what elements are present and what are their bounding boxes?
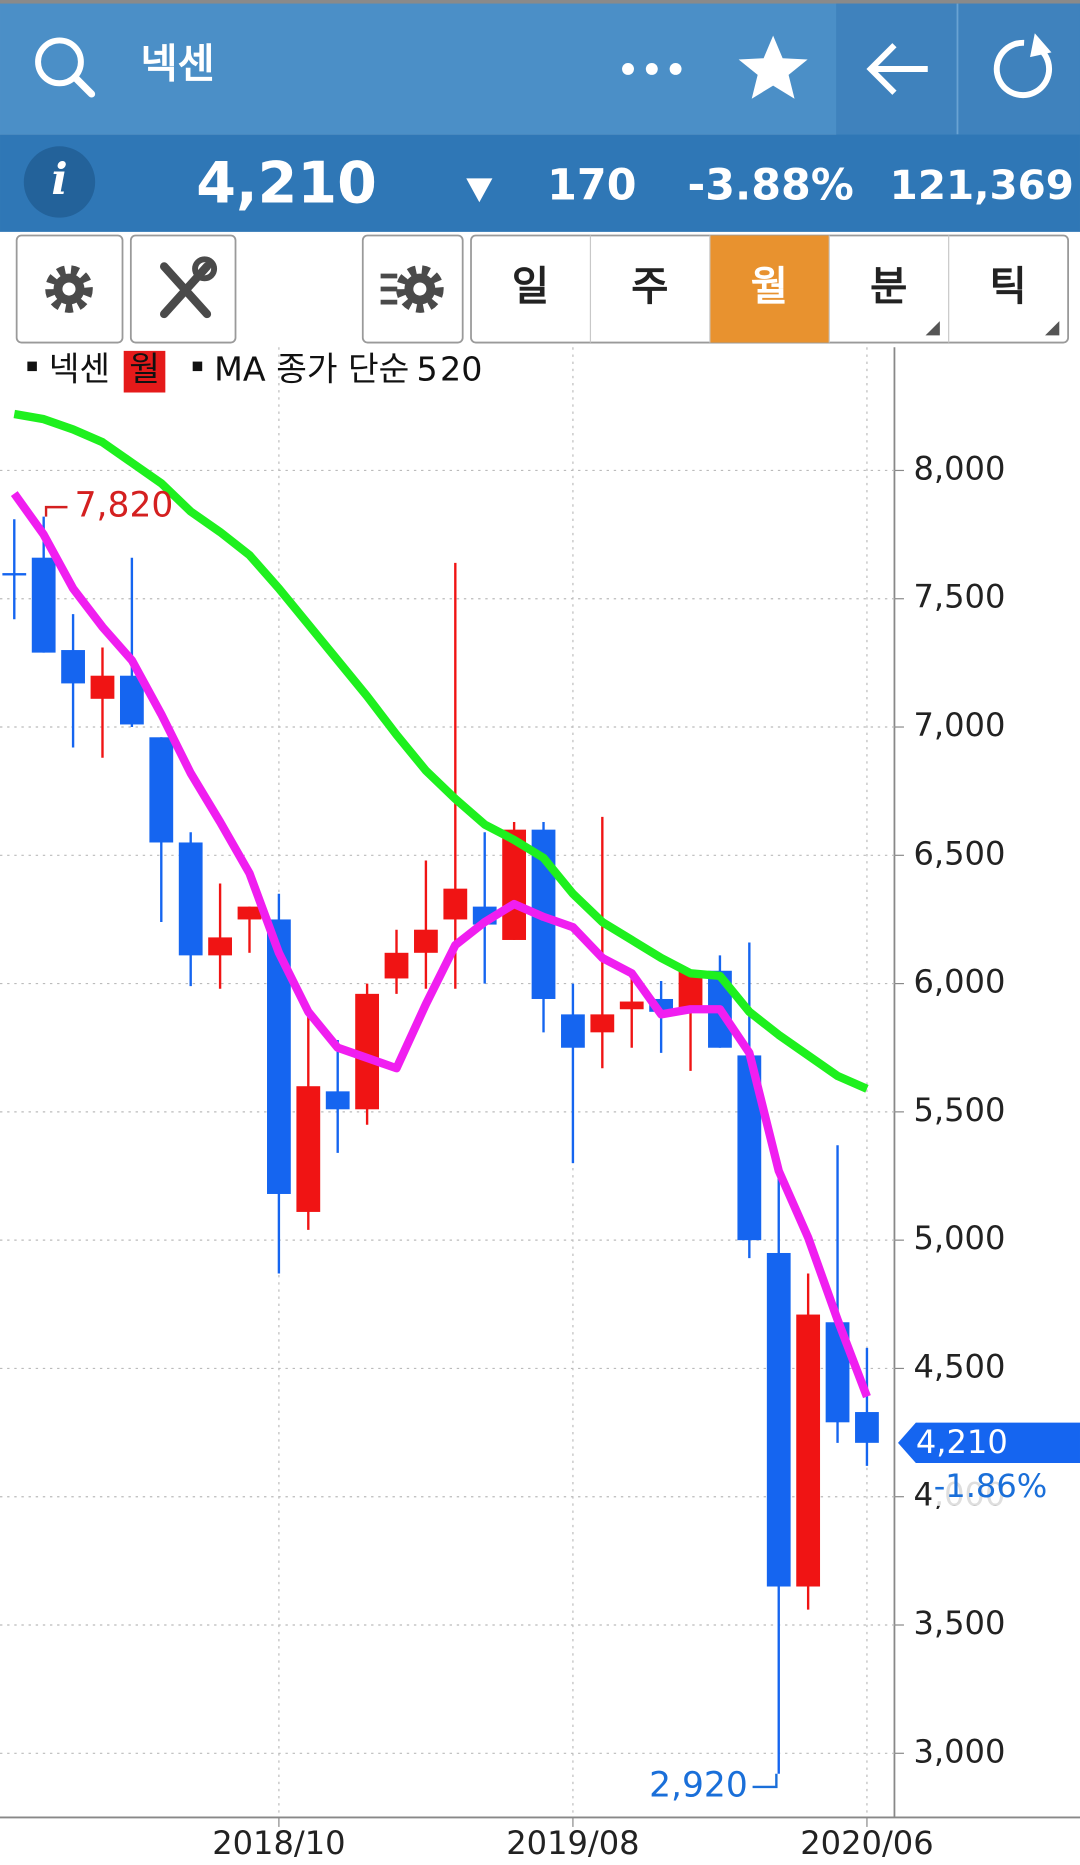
tools-icon <box>192 256 218 282</box>
y-tick-label: 3,000 <box>913 1732 1005 1770</box>
refresh-icon <box>1030 33 1052 58</box>
dot <box>622 63 634 75</box>
y-tick-label: 6,500 <box>913 834 1005 872</box>
candle-body <box>31 557 56 653</box>
quote-bar <box>0 134 1080 232</box>
y-tick-label: 8,000 <box>913 449 1005 487</box>
current-price-tag <box>898 1422 1080 1464</box>
price-change: 170 <box>547 160 636 210</box>
x-tick-label: 2020/06 <box>800 1824 933 1862</box>
candle-body <box>325 1091 350 1110</box>
volume: 121,369 <box>890 161 1074 209</box>
candle-body <box>825 1322 850 1423</box>
refresh-icon <box>993 39 1053 99</box>
candle-body <box>737 1055 762 1241</box>
submenu-corner <box>925 321 940 336</box>
gear-icon <box>396 265 444 313</box>
candle-body <box>355 993 380 1110</box>
info-button[interactable] <box>23 146 96 218</box>
x-tick-label: 2018/10 <box>212 1824 345 1862</box>
submenu-corner <box>1045 321 1060 336</box>
candle-body <box>208 937 232 956</box>
current-change-label: -1.86% <box>934 1467 1048 1505</box>
legend-marker <box>27 361 37 372</box>
candle-body <box>90 675 115 699</box>
down-arrow <box>466 178 493 203</box>
candle-body <box>384 952 409 979</box>
legend-ma: MA 종가 단순 <box>214 350 409 389</box>
y-tick-label: 7,500 <box>913 578 1005 616</box>
price: 4,210 <box>196 150 377 216</box>
y-tick-label: 5,500 <box>913 1091 1005 1129</box>
y-tick-label: 5,000 <box>913 1219 1005 1257</box>
annotation-pointer <box>44 505 68 517</box>
favorite-button[interactable] <box>738 35 808 99</box>
ma-line <box>13 409 869 1093</box>
candle-body <box>237 906 262 920</box>
y-tick-label: 3,500 <box>913 1604 1005 1642</box>
candle-body <box>267 919 291 1194</box>
candle-body <box>414 929 438 953</box>
period-tab[interactable]: 틱 <box>990 262 1027 310</box>
candle-body <box>119 675 144 725</box>
search-icon <box>71 73 96 98</box>
candle-body <box>561 1014 585 1048</box>
y-tick-label: 6,000 <box>913 963 1005 1001</box>
search-button[interactable] <box>35 37 96 98</box>
candle-body <box>766 1252 791 1587</box>
candle-body <box>678 970 703 1012</box>
candle-body <box>2 573 27 576</box>
y-tick-label: 7,000 <box>913 706 1005 744</box>
stock-name: 넥센 <box>140 40 214 88</box>
chart: 3,0003,5004,0004,5005,0005,5006,0006,500… <box>0 347 1080 1862</box>
candle-body <box>855 1412 879 1443</box>
legend-name: 넥센 <box>49 350 110 389</box>
gear-icon <box>62 282 76 296</box>
legend-ma-period: 5 <box>416 350 437 389</box>
ma-line <box>10 491 871 1399</box>
legend-ma-period: 20 <box>440 350 482 389</box>
candle-body <box>796 1314 821 1587</box>
info-label: i <box>51 155 67 205</box>
annotation-label: 2,920 <box>649 1765 748 1805</box>
candle-body <box>178 842 203 956</box>
legend-period: 월 <box>129 350 160 389</box>
annotation-label: 7,820 <box>75 486 174 526</box>
period-tab[interactable]: 주 <box>631 262 668 310</box>
period-tab[interactable]: 분 <box>870 262 907 310</box>
current-price-label: 4,210 <box>916 1423 1008 1461</box>
candle-body <box>619 1001 644 1010</box>
change-label-bg <box>931 1470 1041 1506</box>
candle-body <box>149 737 174 843</box>
status-edge <box>0 0 1080 4</box>
tab-active-bg <box>709 235 830 343</box>
gear-icon <box>413 282 427 296</box>
period-tab[interactable]: 일 <box>512 262 549 310</box>
change-percent: -3.88% <box>687 160 853 210</box>
legend-marker <box>192 361 203 372</box>
refresh-button[interactable] <box>993 33 1053 99</box>
back-button[interactable] <box>866 43 928 95</box>
candle-body <box>590 1014 615 1033</box>
dot <box>645 63 658 75</box>
gear-icon <box>45 265 93 313</box>
annotation-pointer <box>752 1773 778 1789</box>
dot <box>669 63 682 75</box>
search-icon <box>35 37 84 87</box>
period-tab[interactable]: 월 <box>751 262 788 310</box>
candle-body <box>443 888 468 920</box>
candle-body <box>61 650 85 684</box>
x-tick-label: 2019/08 <box>506 1824 639 1862</box>
period-badge <box>123 350 166 393</box>
more-button[interactable] <box>622 63 682 75</box>
back-icon <box>866 43 897 95</box>
candle-body <box>296 1086 321 1212</box>
y-tick-label: 4,500 <box>913 1347 1005 1385</box>
